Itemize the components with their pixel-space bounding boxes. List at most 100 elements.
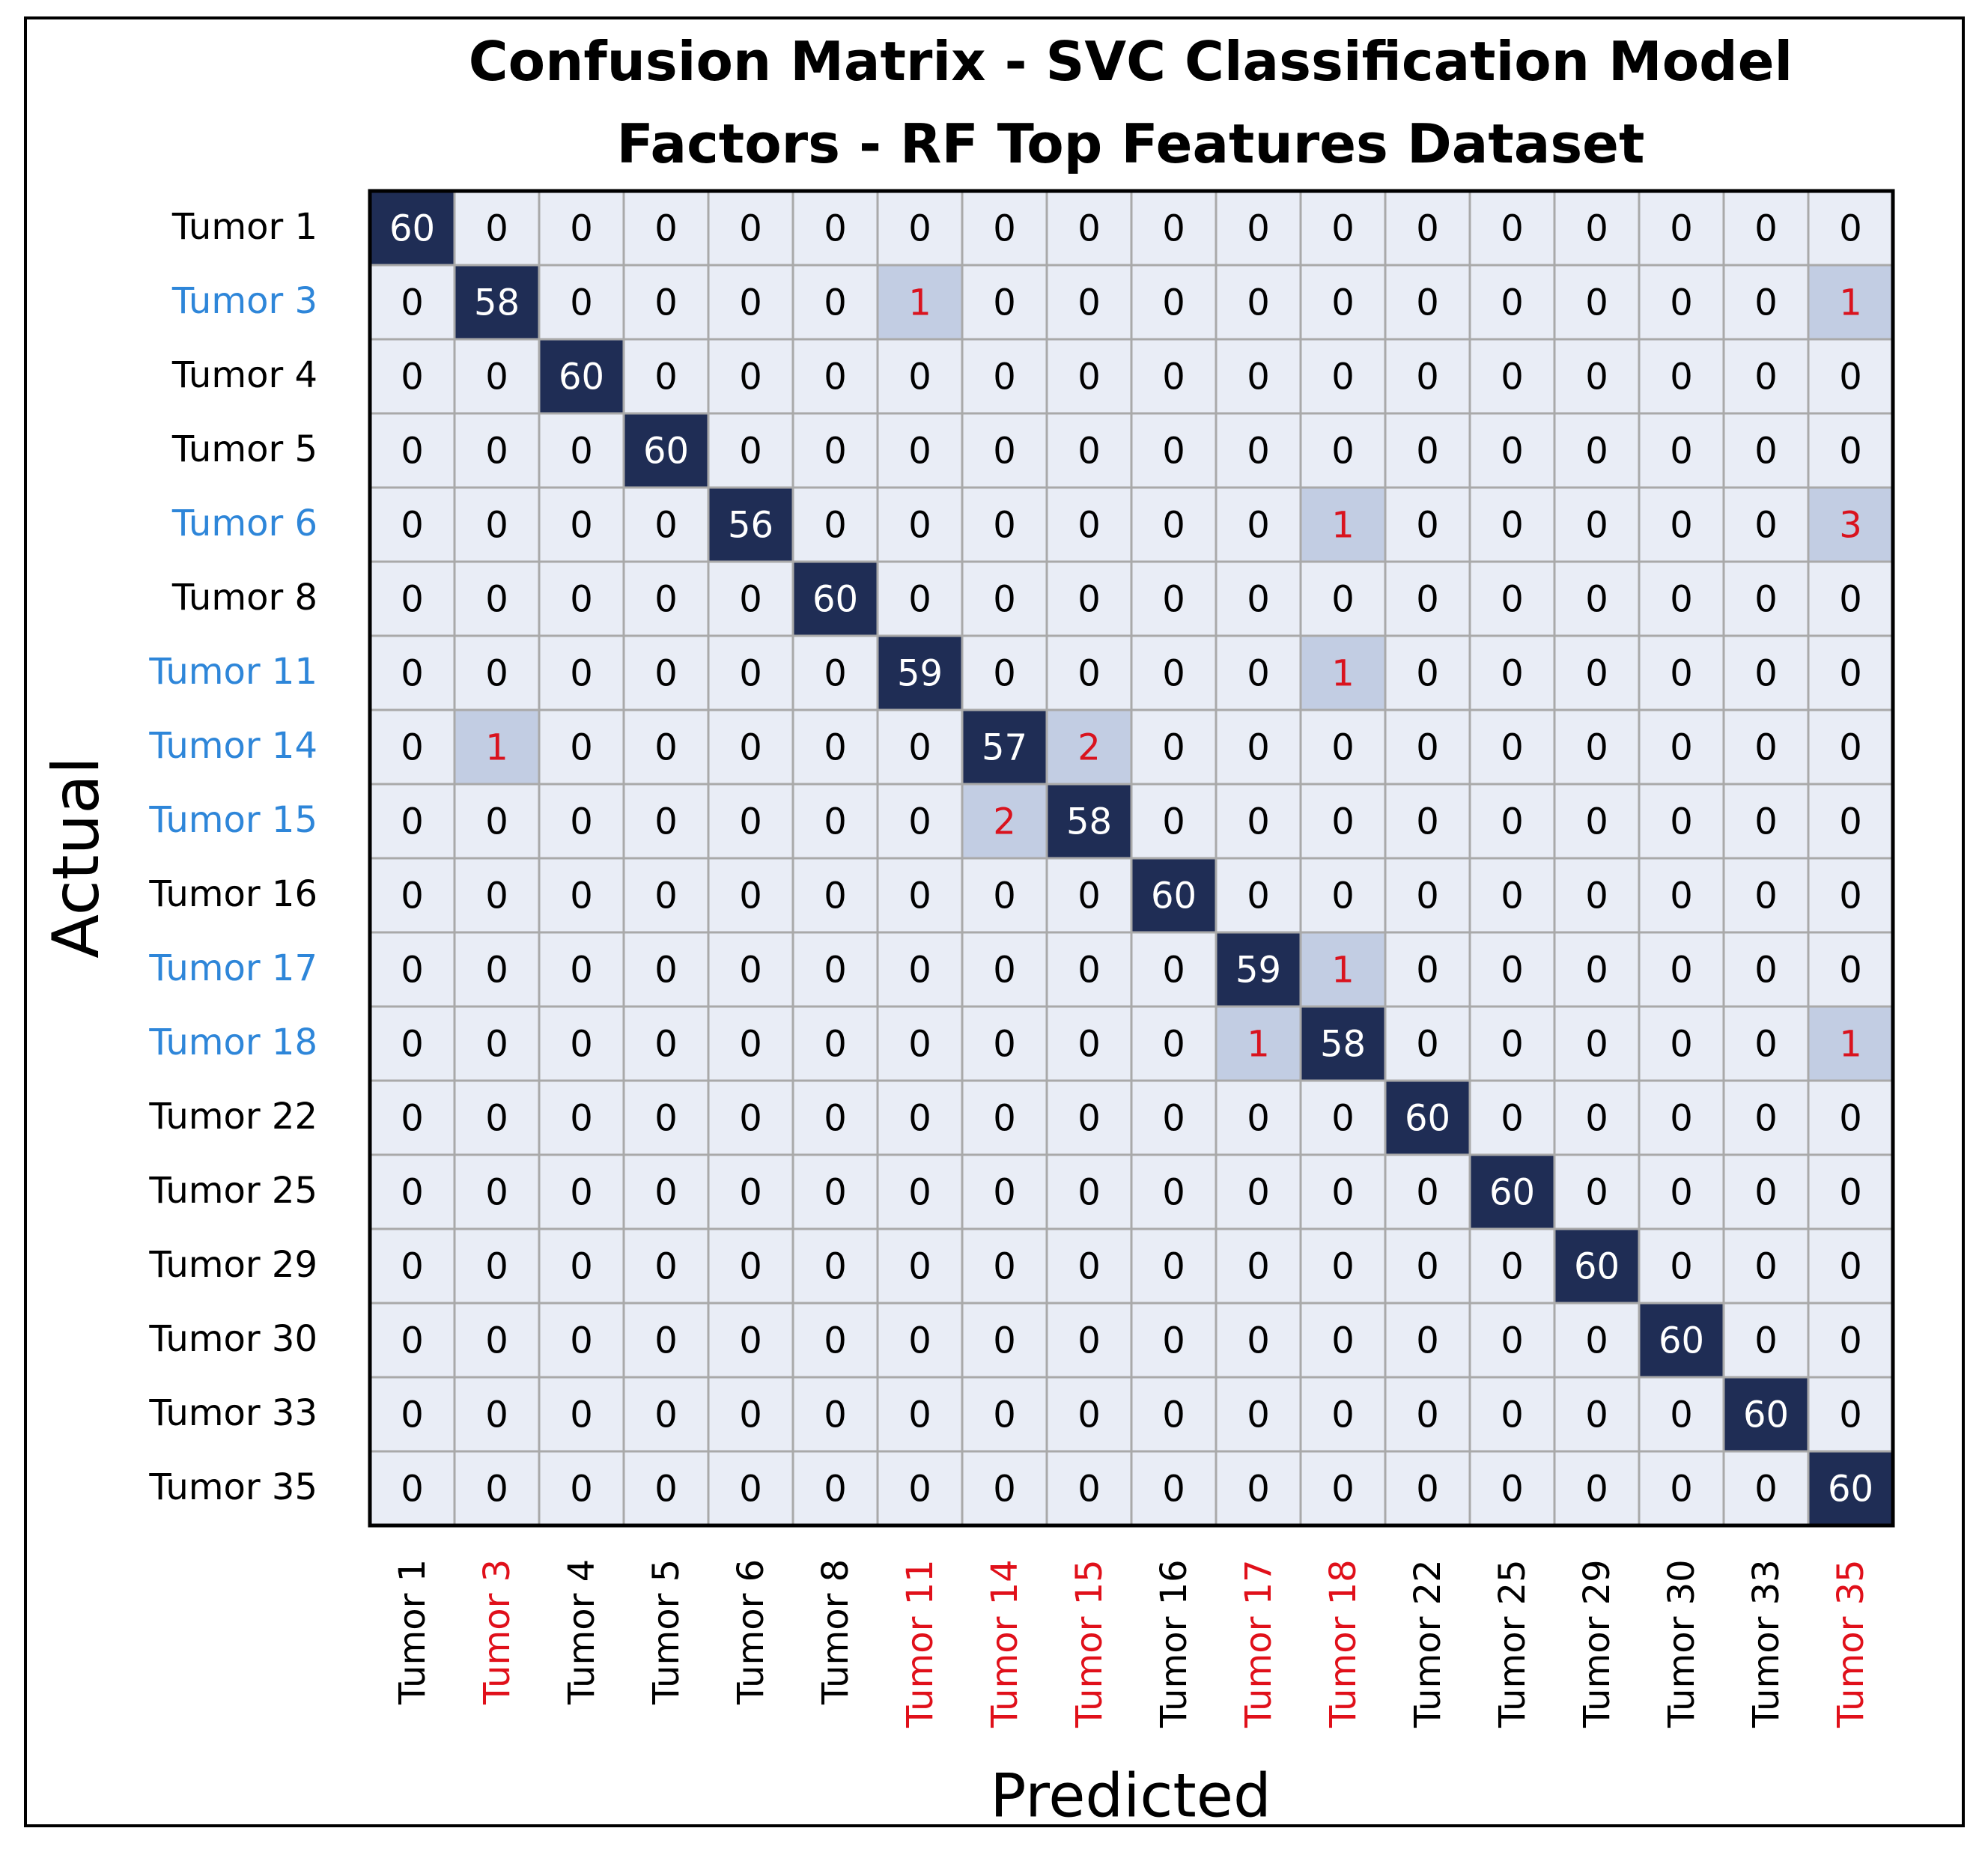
matrix-cell-value: 0 <box>1247 1320 1270 1362</box>
matrix-cell <box>961 1302 1048 1379</box>
matrix-cell-value: 0 <box>1585 1024 1608 1066</box>
matrix-cell-value: 1 <box>1331 505 1355 547</box>
row-label: Tumor 33 <box>149 1391 317 1434</box>
matrix-cell-value: 0 <box>824 431 847 473</box>
matrix-cell <box>1130 634 1218 711</box>
matrix-cell-value: 58 <box>1066 801 1112 843</box>
matrix-cell-value: 0 <box>824 1320 847 1362</box>
matrix-cell-value: 0 <box>1416 505 1439 547</box>
matrix-cell-value: 0 <box>1839 1320 1862 1362</box>
matrix-cell-value: 0 <box>993 579 1016 621</box>
matrix-cell <box>538 1450 625 1527</box>
matrix-cell <box>1045 1005 1133 1082</box>
matrix-cell-value: 0 <box>1501 282 1524 324</box>
matrix-cell-value: 0 <box>739 801 762 843</box>
matrix-cell-value: 0 <box>1247 653 1270 695</box>
matrix-cell-value: 60 <box>1151 875 1197 917</box>
matrix-cell <box>1553 1302 1641 1379</box>
matrix-cell-value: 0 <box>1501 505 1524 547</box>
matrix-cell <box>1638 189 1725 267</box>
matrix-cell-value: 0 <box>401 1469 424 1511</box>
matrix-cell-value: 0 <box>1247 505 1270 547</box>
matrix-cell-value: 0 <box>1162 282 1185 324</box>
matrix-cell-value: 0 <box>908 801 931 843</box>
matrix-cell-value: 1 <box>485 727 508 769</box>
matrix-cell <box>368 708 456 786</box>
matrix-cell-value: 0 <box>993 950 1016 992</box>
matrix-cell-value: 0 <box>1839 356 1862 398</box>
matrix-cell <box>791 189 879 267</box>
matrix-cell-value: 0 <box>570 801 593 843</box>
matrix-cell <box>876 1302 964 1379</box>
matrix-cell-value: 0 <box>1416 579 1439 621</box>
matrix-cell-value: 0 <box>654 505 678 547</box>
matrix-cell-value: 0 <box>1670 727 1693 769</box>
matrix-cell-value: 0 <box>1162 505 1185 547</box>
matrix-cell-value: 0 <box>654 1098 678 1140</box>
matrix-cell-value: 0 <box>1331 875 1355 917</box>
matrix-cell <box>1722 708 1810 786</box>
matrix-cell-value: 0 <box>1670 1024 1693 1066</box>
matrix-cell-value: 0 <box>485 950 508 992</box>
matrix-cell-value: 0 <box>1077 1320 1101 1362</box>
matrix-cell-value: 0 <box>1670 1172 1693 1214</box>
matrix-cell <box>1468 189 1556 267</box>
matrix-cell-value: 0 <box>570 579 593 621</box>
matrix-cell <box>707 560 794 637</box>
matrix-cell-value: 0 <box>1754 505 1778 547</box>
matrix-cell <box>1553 1450 1641 1527</box>
matrix-cell-value: 0 <box>1247 208 1270 250</box>
matrix-cell <box>707 264 794 341</box>
matrix-cell-value: 0 <box>824 727 847 769</box>
matrix-cell <box>368 338 456 415</box>
matrix-cell-value: 0 <box>824 1394 847 1436</box>
matrix-cell-value: 0 <box>1077 505 1101 547</box>
matrix-cell-value: 0 <box>739 950 762 992</box>
matrix-cell-value: 0 <box>570 1469 593 1511</box>
matrix-border <box>368 189 1895 1528</box>
matrix-cell-value: 0 <box>654 282 678 324</box>
matrix-cell-value: 0 <box>570 1320 593 1362</box>
matrix-cell <box>538 1302 625 1379</box>
matrix-cell <box>791 338 879 415</box>
chart-title: Confusion Matrix - SVC Classification Mo… <box>468 30 1793 93</box>
matrix-cell <box>1722 1079 1810 1156</box>
matrix-cell-value: 0 <box>1501 1320 1524 1362</box>
matrix-cell-value: 0 <box>1839 875 1862 917</box>
matrix-cell-value: 0 <box>1416 950 1439 992</box>
matrix-cell <box>961 1450 1048 1527</box>
matrix-cell-value: 0 <box>1585 431 1608 473</box>
chart-subtitle: Factors - RF Top Features Dataset <box>616 112 1645 175</box>
matrix-cell-value: 0 <box>739 282 762 324</box>
matrix-cell <box>1384 1079 1471 1156</box>
matrix-cell <box>1638 857 1725 934</box>
row-label: Tumor 25 <box>149 1169 317 1212</box>
matrix-cell-value: 0 <box>1585 801 1608 843</box>
matrix-cell <box>1384 264 1471 341</box>
matrix-cell <box>538 1005 625 1082</box>
matrix-cell-value: 0 <box>1331 1246 1355 1288</box>
matrix-cell-value: 0 <box>1331 1172 1355 1214</box>
matrix-cell <box>707 634 794 711</box>
matrix-cell <box>1045 783 1133 860</box>
matrix-cell <box>1045 857 1133 934</box>
matrix-cell <box>1807 857 1894 934</box>
matrix-cell-value: 0 <box>1670 950 1693 992</box>
matrix-cell-value: 0 <box>1162 801 1185 843</box>
matrix-cell <box>876 708 964 786</box>
matrix-cell-value: 0 <box>824 653 847 695</box>
matrix-cell <box>1384 857 1471 934</box>
matrix-cell <box>1807 560 1894 637</box>
matrix-cell <box>791 857 879 934</box>
matrix-cell-value: 0 <box>908 431 931 473</box>
row-label: Tumor 16 <box>149 872 317 915</box>
matrix-cell-value: 0 <box>908 579 931 621</box>
matrix-cell-value: 0 <box>1416 1469 1439 1511</box>
matrix-cell <box>876 412 964 489</box>
matrix-cell-value: 0 <box>401 1172 424 1214</box>
matrix-cell-value: 0 <box>739 1469 762 1511</box>
matrix-cell-value: 0 <box>739 1394 762 1436</box>
matrix-cell-value: 0 <box>1247 1246 1270 1288</box>
matrix-cell-value: 0 <box>1754 1320 1778 1362</box>
matrix-cell <box>538 1153 625 1230</box>
